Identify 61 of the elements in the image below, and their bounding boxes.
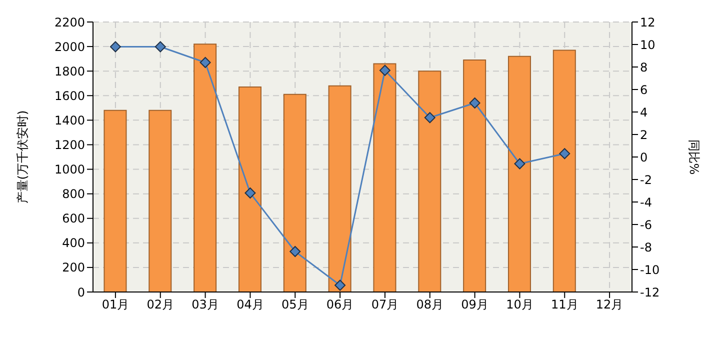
point: [514, 158, 526, 170]
x-tick-label: 02月: [146, 298, 174, 312]
point: [154, 41, 166, 52]
bar: [283, 94, 306, 292]
y-tick-label: 400: [62, 236, 85, 250]
x-tick-label: 09月: [461, 298, 488, 312]
x-tick-label: 07月: [371, 298, 399, 312]
point: [469, 98, 480, 108]
y-tick-label: 1200: [54, 138, 85, 152]
y-tick-label: 200: [62, 260, 85, 275]
y2-tick-label: 2: [640, 128, 648, 142]
point: [200, 57, 211, 68]
y2-tick-label: -10: [640, 262, 660, 277]
x-tick-label: 05月: [281, 298, 309, 312]
bar: [148, 110, 172, 292]
x-tick-label: 01月: [102, 298, 130, 312]
y2-tick-label: -6: [640, 218, 652, 232]
y-tick-label: 1000: [54, 162, 85, 177]
bar: [104, 110, 127, 292]
y2-tick-label: -4: [640, 195, 652, 210]
y2-tick-label: 8: [640, 60, 648, 74]
point: [424, 112, 436, 124]
y-tick-label: 2200: [54, 15, 85, 30]
point: [379, 64, 390, 76]
y2-axis-title: 同比%: [686, 139, 701, 175]
bar: [328, 85, 352, 292]
x-tick-label: 12月: [596, 298, 624, 312]
x-tick-label: 10月: [506, 298, 534, 312]
bar: [508, 56, 531, 292]
y2-tick-label: 0: [640, 150, 648, 164]
y-tick-label: 600: [62, 212, 85, 226]
y2-tick-label: -12: [640, 285, 660, 300]
bar: [238, 86, 262, 292]
point: [334, 280, 346, 291]
x-tick-label: 11月: [550, 298, 578, 312]
y2-tick-label: 6: [640, 82, 648, 97]
y-tick-label: 800: [62, 187, 85, 202]
x-tick-label: 06月: [326, 298, 354, 312]
y2-tick-label: 10: [640, 38, 656, 52]
x-tick-label: 03月: [192, 298, 219, 312]
y-tick-label: 2000: [54, 40, 85, 54]
y-axis-title: 产量(万千伏安时): [15, 110, 30, 204]
bar: [194, 44, 217, 292]
y-tick-label: 0: [77, 285, 85, 300]
y2-tick-label: 12: [640, 15, 656, 30]
y-tick-label: 1600: [54, 88, 85, 103]
y2-tick-label: -8: [640, 240, 652, 254]
bar: [463, 60, 486, 292]
point: [290, 246, 301, 257]
x-tick-label: 08月: [416, 298, 444, 312]
point: [244, 188, 256, 198]
bar: [373, 63, 396, 292]
bar: [418, 70, 442, 292]
bar: [552, 50, 576, 292]
y-tick-label: 1800: [54, 64, 85, 78]
point: [110, 41, 121, 52]
y-tick-label: 1400: [54, 113, 85, 128]
y2-tick-label: -2: [640, 172, 652, 187]
y2-tick-label: 4: [640, 105, 648, 120]
point: [559, 148, 570, 160]
x-tick-label: 04月: [236, 298, 264, 312]
